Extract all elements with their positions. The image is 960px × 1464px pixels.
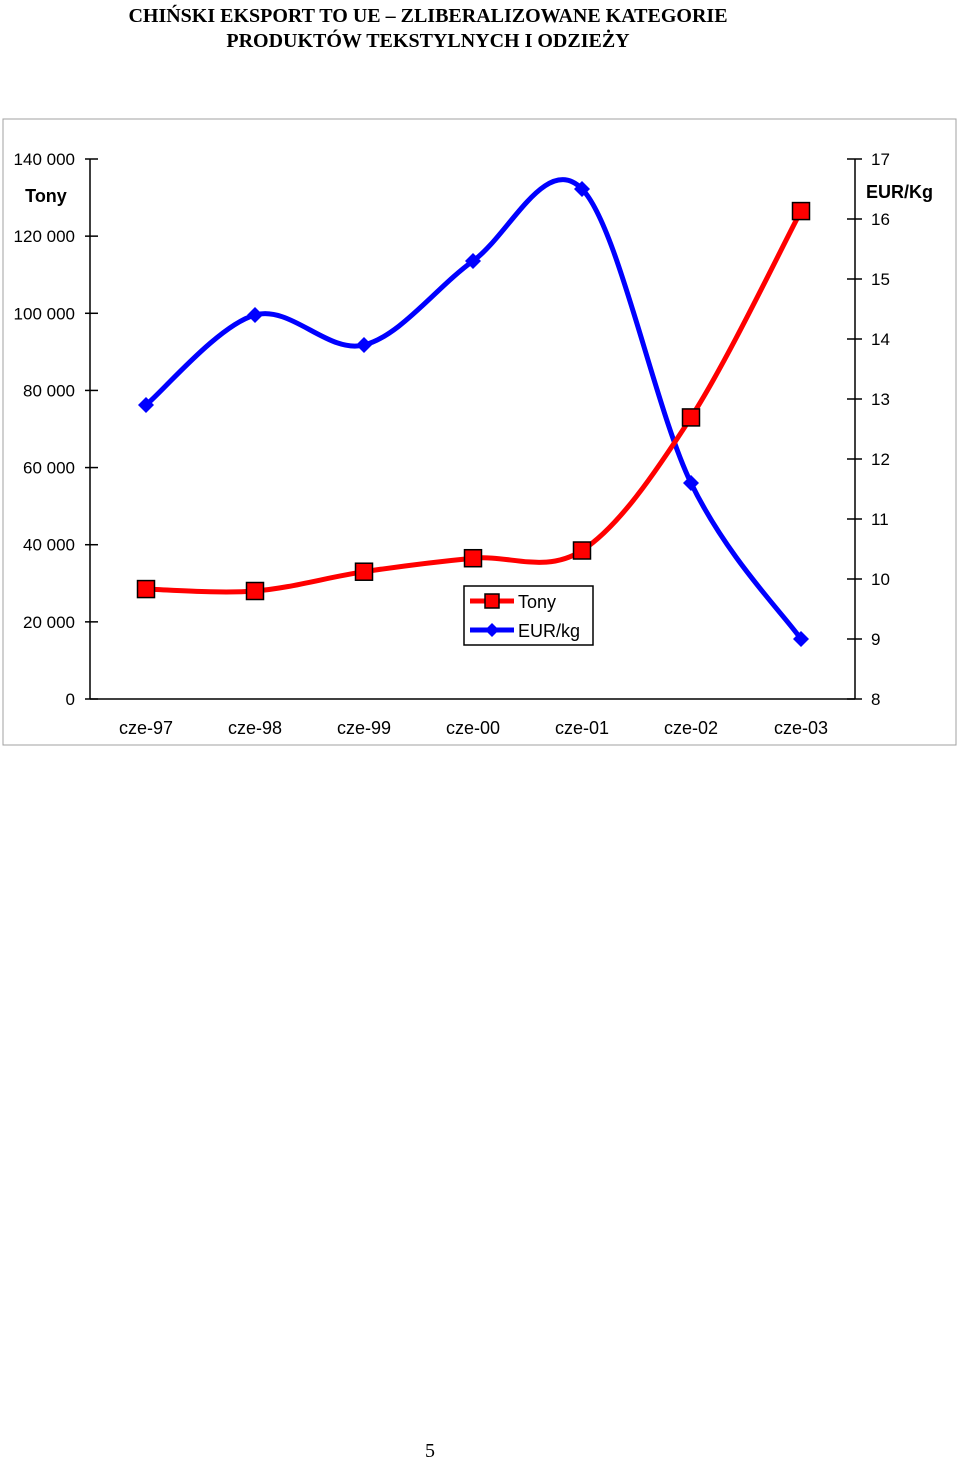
x-tick-label: cze-00 <box>446 718 500 738</box>
legend-marker <box>485 623 499 637</box>
legend-marker <box>484 593 500 609</box>
left-tick-label: 100 000 <box>14 304 75 323</box>
x-tick-label: cze-03 <box>774 718 828 738</box>
x-tick-label: cze-01 <box>555 718 609 738</box>
right-tick-label: 10 <box>871 570 890 589</box>
series-tony <box>136 201 811 601</box>
axes: 0 20 000 40 000 60 000 80 000 100 000 120 000 1… <box>14 150 933 738</box>
left-tick-label: 0 <box>66 690 75 709</box>
data-point <box>136 579 156 599</box>
right-tick-label: 8 <box>871 690 880 709</box>
left-axis-title: Tony <box>25 186 67 206</box>
left-tick-label: 120 000 <box>14 227 75 246</box>
data-point <box>247 307 263 323</box>
right-tick-label: 11 <box>871 510 889 529</box>
right-tick-label: 14 <box>871 330 890 349</box>
x-tick-label: cze-99 <box>337 718 391 738</box>
right-axis-title: EUR/Kg <box>866 182 933 202</box>
right-tick-label: 16 <box>871 210 890 229</box>
right-tick-label: 17 <box>871 150 890 169</box>
left-tick-label: 20 000 <box>23 613 75 632</box>
right-tick-label: 12 <box>871 450 890 469</box>
left-tick-label: 40 000 <box>23 536 75 555</box>
data-point <box>138 397 154 413</box>
data-point <box>791 201 811 221</box>
left-tick-label: 60 000 <box>23 459 75 478</box>
series-eur-kg <box>138 177 809 647</box>
page-number: 5 <box>425 1440 435 1462</box>
data-point <box>683 475 699 491</box>
line-chart: 0 20 000 40 000 60 000 80 000 100 000 120 000 1… <box>2 118 957 746</box>
title-line-2: PRODUKTÓW TEKSTYLNYCH I ODZIEŻY <box>226 30 630 52</box>
data-point <box>245 581 265 601</box>
data-point <box>572 541 592 560</box>
data-point <box>354 562 374 581</box>
x-tick-label: cze-97 <box>119 718 173 738</box>
data-point <box>681 408 701 427</box>
series-layer <box>136 177 811 647</box>
right-tick-label: 9 <box>871 630 880 649</box>
right-tick-label: 15 <box>871 270 890 289</box>
legend: Tony EUR/kg <box>463 585 594 646</box>
right-tick-label: 13 <box>871 390 890 409</box>
data-point <box>463 548 483 568</box>
x-tick-label: cze-02 <box>664 718 718 738</box>
legend-label: EUR/kg <box>518 621 580 641</box>
data-point <box>465 253 481 269</box>
data-point <box>574 181 590 197</box>
legend-label: Tony <box>518 592 556 612</box>
data-point <box>793 631 809 647</box>
chart-frame <box>2 118 957 746</box>
left-tick-label: 140 000 <box>14 150 75 169</box>
chart-title: CHIŃSKI EKSPORT TO UE – ZLIBERALIZOWANE … <box>0 4 856 54</box>
title-line-1: CHIŃSKI EKSPORT TO UE – ZLIBERALIZOWANE … <box>128 5 728 27</box>
data-point <box>356 337 372 353</box>
x-tick-label: cze-98 <box>228 718 282 738</box>
left-tick-label: 80 000 <box>23 381 75 400</box>
